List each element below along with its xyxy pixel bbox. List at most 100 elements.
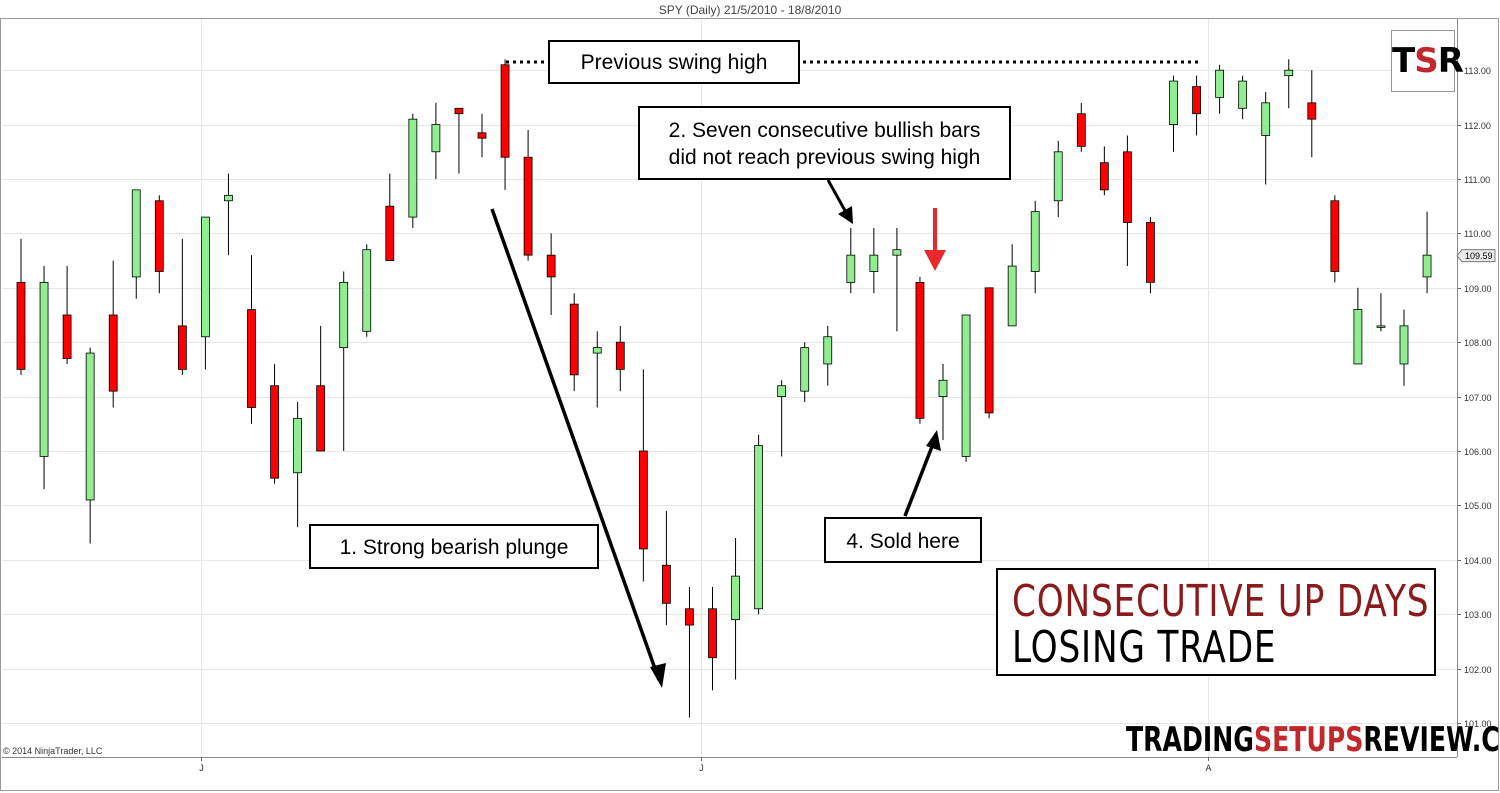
bullish-candle bbox=[592, 331, 602, 408]
seven-bars-arrow-head bbox=[838, 206, 853, 224]
bullish-candle bbox=[800, 342, 810, 403]
candle-body bbox=[731, 575, 740, 621]
bearish-candle bbox=[1076, 102, 1086, 152]
y-tick-label: 107.00 bbox=[1464, 393, 1492, 403]
candle-body bbox=[1376, 325, 1386, 328]
x-month-label: A bbox=[1205, 763, 1211, 773]
bearish-candle bbox=[569, 293, 579, 392]
bullish-candle bbox=[1284, 59, 1294, 109]
candle-body bbox=[1030, 211, 1040, 272]
seven-bars-arrow-line bbox=[826, 179, 850, 217]
bullish-candle bbox=[1376, 293, 1386, 332]
bearish-candle bbox=[1307, 70, 1317, 158]
candle-body bbox=[1053, 151, 1063, 202]
candle-body bbox=[1099, 162, 1109, 191]
candle-body bbox=[1422, 254, 1432, 278]
trade-title-line1: CONSECUTIVE UP DAYS bbox=[1012, 576, 1430, 627]
logo-letter-t: T bbox=[1392, 41, 1415, 81]
plunge-arrow-head bbox=[650, 663, 666, 688]
candle-body bbox=[592, 347, 602, 354]
bullish-candle bbox=[131, 189, 141, 299]
bullish-candle bbox=[200, 216, 210, 370]
y-tick-label: 111.00 bbox=[1464, 175, 1490, 185]
bullish-candle bbox=[1030, 200, 1040, 294]
candle-body bbox=[961, 314, 971, 457]
bullish-candle bbox=[1007, 244, 1017, 327]
x-month-label: J bbox=[699, 763, 704, 773]
annotation-arrows bbox=[490, 60, 1200, 688]
copyright-text: © 2014 NinjaTrader, LLC bbox=[3, 746, 103, 756]
bearish-candle bbox=[1099, 146, 1109, 196]
candle-body bbox=[938, 379, 948, 397]
bullish-candle bbox=[362, 244, 372, 337]
candle-body bbox=[293, 417, 303, 474]
bearish-candle bbox=[708, 587, 717, 691]
candle-body bbox=[1215, 69, 1224, 98]
trade-title-line2: LOSING TRADE bbox=[1012, 622, 1277, 673]
candle-body bbox=[454, 107, 464, 115]
bullish-candle bbox=[1422, 211, 1432, 294]
candle-body bbox=[339, 281, 349, 349]
candle-body bbox=[685, 608, 694, 626]
swing-high-label-box: Previous swing high bbox=[548, 40, 800, 84]
price-axis: 101.00 102.00 103.00 104.00 105.00 106.00 107.… bbox=[2, 19, 1496, 773]
candle-body bbox=[1146, 222, 1155, 283]
bullish-candle bbox=[777, 380, 787, 457]
candle-body bbox=[846, 254, 856, 283]
bearish-candle bbox=[16, 238, 26, 375]
red-entry-arrow-head bbox=[924, 250, 946, 271]
candle-body bbox=[1307, 102, 1317, 120]
bearish-candle bbox=[500, 59, 510, 190]
sold-label: 4. Sold here bbox=[846, 530, 960, 553]
bullish-candle bbox=[846, 227, 856, 294]
bearish-candle bbox=[1192, 75, 1201, 136]
candle-body bbox=[1399, 325, 1409, 365]
candle-body bbox=[39, 281, 49, 457]
candle-body bbox=[800, 347, 810, 392]
candle-body bbox=[477, 132, 487, 139]
bullish-candle bbox=[938, 363, 948, 441]
candle-body bbox=[892, 249, 902, 256]
candle-body bbox=[1353, 309, 1363, 365]
bullish-candle bbox=[1215, 64, 1224, 114]
candle-body bbox=[869, 254, 879, 272]
bearish-candle bbox=[270, 363, 279, 484]
candle-body bbox=[431, 124, 441, 153]
plunge-arrow-line bbox=[490, 208, 661, 681]
bullish-candle bbox=[293, 402, 303, 528]
tsr-logo: TSR bbox=[1391, 30, 1464, 92]
candle-body bbox=[154, 200, 164, 272]
candle-body bbox=[638, 450, 648, 550]
y-tick-label: 101.00 bbox=[1464, 719, 1492, 729]
candle-body bbox=[546, 254, 556, 278]
site-part3: REVIEW.COM bbox=[1363, 720, 1500, 760]
candle-body bbox=[823, 336, 833, 365]
bearish-candle bbox=[984, 287, 994, 419]
site-watermark: TRADINGSETUPSREVIEW.COM bbox=[1126, 720, 1500, 760]
candle-body bbox=[500, 64, 510, 158]
site-part1: TRADING bbox=[1126, 720, 1254, 760]
candle-body bbox=[1169, 80, 1178, 126]
candle-body bbox=[708, 608, 717, 659]
x-month-label: J bbox=[199, 763, 204, 773]
bullish-candle bbox=[892, 227, 902, 332]
last-price-label: 109.59 bbox=[1465, 251, 1493, 261]
candle-body bbox=[224, 194, 233, 202]
bullish-candle bbox=[1169, 75, 1178, 152]
bearish-candle bbox=[1123, 135, 1132, 267]
candle-body bbox=[569, 303, 579, 376]
candle-body bbox=[247, 309, 256, 408]
bearish-candle bbox=[385, 173, 395, 261]
y-tick-label: 110.00 bbox=[1464, 229, 1491, 239]
candle-body bbox=[915, 281, 925, 419]
candle-body bbox=[131, 189, 141, 278]
bearish-candle bbox=[546, 233, 556, 315]
bearish-candle bbox=[247, 255, 256, 424]
site-part2: SETUPS bbox=[1253, 720, 1364, 760]
y-tick-label: 109.00 bbox=[1464, 284, 1492, 294]
candle-body bbox=[362, 249, 372, 332]
candle-body bbox=[1238, 80, 1248, 109]
grid-lines bbox=[2, 19, 1457, 757]
bullish-candle bbox=[431, 102, 441, 179]
plunge-label: 1. Strong bearish plunge bbox=[339, 536, 569, 559]
